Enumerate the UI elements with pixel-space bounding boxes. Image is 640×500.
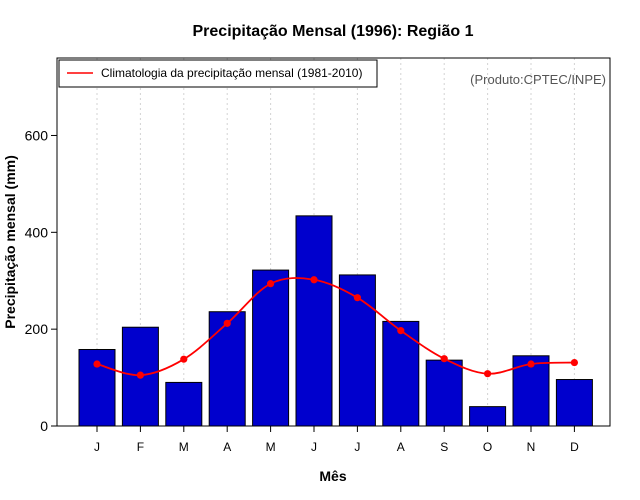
y-axis-label: Precipitação mensal (mm) xyxy=(2,155,18,329)
climatology-line xyxy=(93,276,579,379)
bar-10 xyxy=(469,406,507,427)
y-tick-label: 600 xyxy=(25,127,49,143)
climatology-point-7 xyxy=(353,294,361,302)
x-tick-label: F xyxy=(137,440,144,454)
axes: 0 200 400 600 J F M A M J J A S O N D xyxy=(25,127,579,454)
x-tick-label: M xyxy=(179,440,189,454)
plot-frame xyxy=(56,57,611,427)
climatology-point-12 xyxy=(570,358,579,367)
x-tick-label: A xyxy=(223,440,231,454)
legend-box xyxy=(58,59,378,88)
bar-3 xyxy=(165,381,203,427)
x-tick-label: J xyxy=(354,440,360,454)
x-tick-label: M xyxy=(266,440,276,454)
climatology-point-3 xyxy=(180,355,188,363)
x-tick-label: O xyxy=(483,440,492,454)
x-axis-label: Mês xyxy=(319,468,346,484)
bar-9 xyxy=(425,359,463,427)
climatology-point-5 xyxy=(267,280,275,288)
climatology-point-6 xyxy=(310,276,318,284)
x-tick-label: N xyxy=(527,440,536,454)
legend: Climatologia da precipitação mensal (198… xyxy=(58,59,378,88)
climatology-point-1 xyxy=(93,360,101,368)
bar-7 xyxy=(338,274,376,427)
x-tick-label: J xyxy=(94,440,100,454)
bars xyxy=(78,215,593,427)
y-tick-label: 0 xyxy=(40,418,48,434)
y-tick-label: 400 xyxy=(25,224,49,240)
bar-5 xyxy=(252,269,290,427)
bar-6 xyxy=(295,215,333,427)
climatology-point-11 xyxy=(527,360,535,368)
climatology-point-8 xyxy=(397,327,405,335)
x-tick-label: A xyxy=(397,440,405,454)
legend-entry-climatology: Climatologia da precipitação mensal (198… xyxy=(101,66,362,80)
climatology-point-9 xyxy=(440,355,448,363)
chart-title: Precipitação Mensal (1996): Região 1 xyxy=(193,23,474,40)
x-tick-label: D xyxy=(570,440,579,454)
bar-12 xyxy=(555,379,593,427)
x-tick-label: J xyxy=(311,440,317,454)
credit-label: (Produto:CPTEC/INPE) xyxy=(470,72,606,87)
climatology-point-4 xyxy=(223,319,231,327)
climatology-point-10 xyxy=(484,370,492,378)
bar-4 xyxy=(208,311,246,427)
y-tick-label: 200 xyxy=(25,321,49,337)
climatology-series-line xyxy=(96,277,575,377)
climatology-point-2 xyxy=(136,371,144,379)
x-tick-label: S xyxy=(440,440,448,454)
bar-8 xyxy=(382,320,420,427)
